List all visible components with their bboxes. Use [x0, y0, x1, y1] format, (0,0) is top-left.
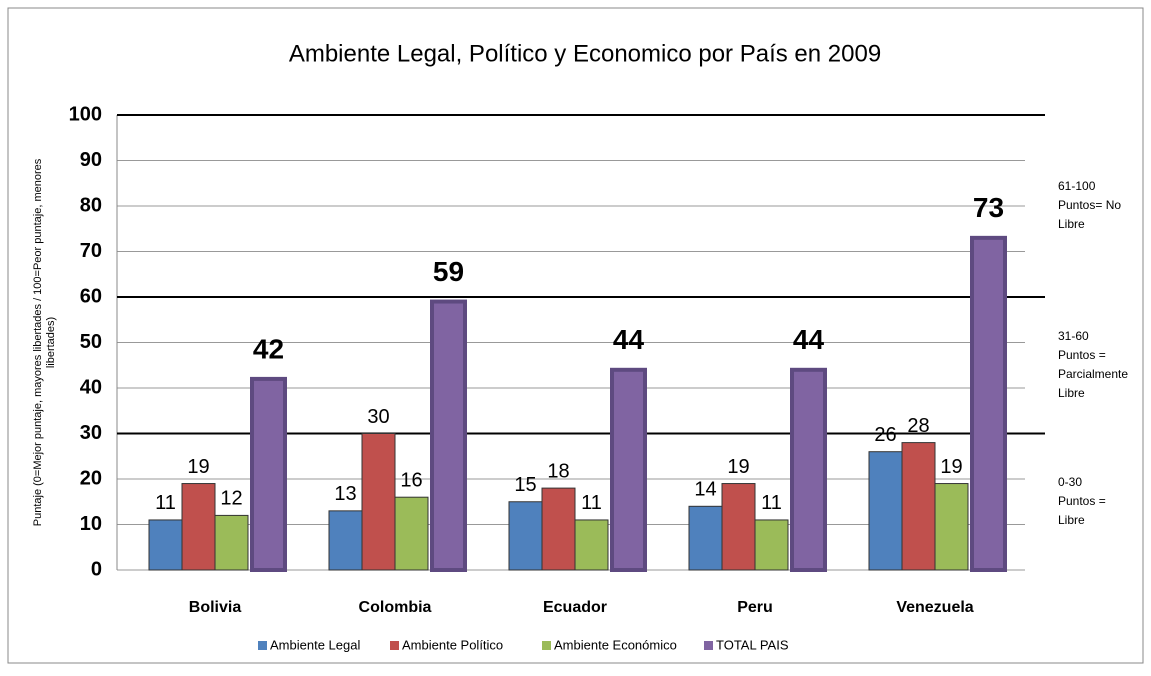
- value-label: 19: [940, 456, 962, 478]
- x-tick-label: Ecuador: [543, 599, 607, 616]
- x-tick-label: Bolivia: [189, 599, 242, 616]
- x-tick-label: Peru: [737, 599, 773, 616]
- zone-label: Puntos =: [1058, 348, 1106, 362]
- bar: [328, 510, 363, 571]
- value-label: 44: [613, 324, 645, 355]
- zone-label: Libre: [1058, 513, 1085, 527]
- bar: [250, 376, 287, 572]
- zone-label: Parcialmente: [1058, 367, 1128, 381]
- legend-swatch: [542, 641, 551, 650]
- zone-label: Puntos =: [1058, 494, 1106, 508]
- bar: [541, 487, 576, 571]
- legend-swatch: [390, 641, 399, 650]
- bar: [970, 235, 1007, 572]
- y-axis-label: Puntaje (0=Mejor puntaje, mayores libert…: [32, 158, 57, 526]
- legend-label: Ambiente Económico: [554, 637, 677, 652]
- legend-swatch: [258, 641, 267, 650]
- value-label: 15: [514, 474, 536, 496]
- bar: [790, 367, 827, 572]
- x-tick-label: Venezuela: [896, 599, 973, 616]
- y-tick-label: 80: [80, 194, 102, 216]
- bar: [361, 433, 396, 571]
- bar: [430, 299, 467, 572]
- value-label: 19: [727, 456, 749, 478]
- chart-title: Ambiente Legal, Político y Economico por…: [289, 40, 881, 67]
- bar: [868, 451, 903, 571]
- y-tick-label: 50: [80, 331, 102, 353]
- value-label: 14: [694, 479, 716, 501]
- value-label: 18: [547, 460, 569, 482]
- y-tick-label: 30: [80, 422, 102, 444]
- bar: [394, 496, 429, 571]
- bar: [901, 442, 936, 571]
- y-tick-label: 0: [91, 558, 102, 580]
- bar: [610, 367, 647, 572]
- y-axis-label-line: Puntaje (0=Mejor puntaje, mayores libert…: [32, 158, 44, 526]
- x-tick-label: Colombia: [359, 599, 432, 616]
- bar: [181, 483, 216, 571]
- value-label: 30: [367, 406, 389, 428]
- bar: [574, 519, 609, 571]
- y-tick-label: 60: [80, 285, 102, 307]
- value-label: 11: [761, 492, 782, 514]
- value-label: 16: [400, 469, 422, 491]
- value-label: 44: [793, 324, 825, 355]
- bar: [508, 501, 543, 571]
- bar: [214, 514, 249, 571]
- y-tick-label: 40: [80, 376, 102, 398]
- bar: [934, 483, 969, 571]
- zone-label: 61-100: [1058, 179, 1096, 193]
- value-label: 11: [581, 492, 602, 514]
- zone-label: 31-60: [1058, 329, 1089, 343]
- bar: [721, 483, 756, 571]
- y-tick-label: 10: [80, 513, 102, 535]
- legend-label: TOTAL PAIS: [716, 637, 789, 652]
- value-label: 13: [334, 483, 356, 505]
- y-axis-label-line: libertades): [45, 317, 57, 368]
- bar: [688, 505, 723, 571]
- y-tick-label: 100: [69, 103, 102, 125]
- value-label: 59: [433, 256, 464, 287]
- legend-label: Ambiente Legal: [270, 637, 360, 652]
- legend-label: Ambiente Político: [402, 637, 503, 652]
- zone-label: Puntos= No: [1058, 198, 1121, 212]
- value-label: 42: [253, 333, 284, 364]
- value-label: 19: [187, 456, 209, 478]
- zone-label: Libre: [1058, 217, 1085, 231]
- bar: [148, 519, 183, 571]
- zone-label: 0-30: [1058, 475, 1082, 489]
- value-label: 28: [907, 415, 929, 437]
- value-label: 26: [874, 424, 896, 446]
- y-tick-label: 20: [80, 467, 102, 489]
- value-label: 11: [155, 492, 176, 514]
- legend-swatch: [704, 641, 713, 650]
- bar: [754, 519, 789, 571]
- value-label: 73: [973, 192, 1004, 223]
- y-tick-label: 90: [80, 149, 102, 171]
- y-tick-label: 70: [80, 240, 102, 262]
- zone-label: Libre: [1058, 386, 1085, 400]
- value-label: 12: [220, 488, 242, 510]
